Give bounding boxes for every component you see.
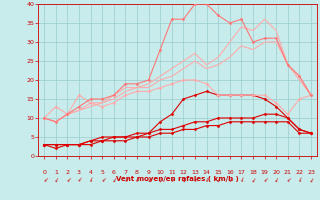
Text: ↓: ↓	[180, 177, 187, 184]
X-axis label: Vent moyen/en rafales ( km/h ): Vent moyen/en rafales ( km/h )	[116, 176, 239, 182]
Text: ↓: ↓	[238, 177, 245, 184]
Text: ↓: ↓	[76, 177, 83, 184]
Text: ↓: ↓	[122, 177, 129, 185]
Text: ↓: ↓	[41, 177, 48, 185]
Text: ↓: ↓	[296, 177, 303, 184]
Text: ↓: ↓	[226, 177, 233, 185]
Text: ↓: ↓	[249, 177, 257, 184]
Text: ↓: ↓	[168, 177, 175, 185]
Text: ↓: ↓	[145, 177, 152, 185]
Text: ↓: ↓	[134, 177, 140, 184]
Text: ↓: ↓	[99, 177, 106, 185]
Text: ↓: ↓	[273, 177, 280, 184]
Text: ↓: ↓	[308, 177, 315, 184]
Text: ↓: ↓	[203, 177, 210, 184]
Text: ↓: ↓	[52, 177, 59, 184]
Text: ↓: ↓	[215, 177, 222, 184]
Text: ↓: ↓	[191, 177, 199, 185]
Text: ↓: ↓	[156, 177, 164, 184]
Text: ↓: ↓	[64, 177, 71, 185]
Text: ↓: ↓	[261, 177, 268, 185]
Text: ↓: ↓	[284, 177, 292, 185]
Text: ↓: ↓	[110, 177, 117, 184]
Text: ↓: ↓	[87, 177, 94, 184]
